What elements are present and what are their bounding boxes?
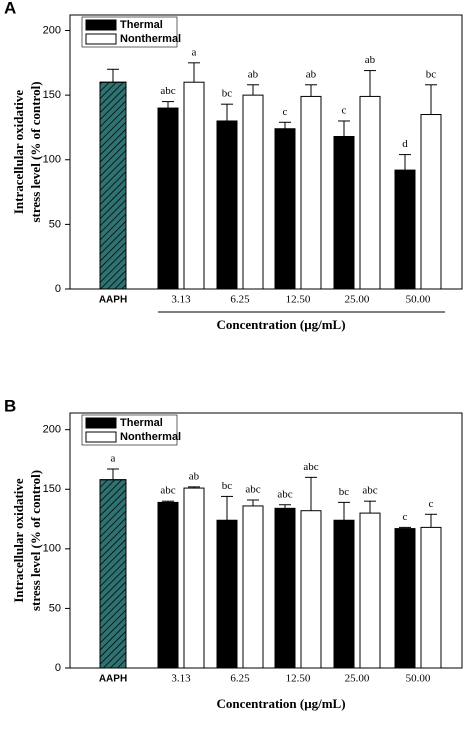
control-bar-hatch: [99, 479, 127, 669]
legend-swatch: [85, 431, 117, 443]
bar: [183, 487, 205, 669]
y-axis-label: Intracellular oxidative: [11, 90, 26, 215]
legend-swatch: [85, 417, 117, 429]
y-tick-label: 100: [43, 543, 61, 555]
legend-label: Nonthermal: [120, 431, 181, 443]
bar: [420, 526, 442, 669]
significance-letter: bc: [426, 68, 437, 80]
significance-letter: a: [192, 46, 197, 58]
significance-letter: ab: [248, 68, 259, 80]
y-tick-label: 150: [43, 483, 61, 495]
y-tick-label: 0: [55, 662, 61, 674]
y-tick-label: 200: [43, 24, 61, 36]
bar: [216, 519, 238, 669]
significance-letter: abc: [160, 85, 175, 97]
bar: [300, 95, 322, 290]
significance-letter: abc: [245, 484, 260, 496]
bar: [300, 510, 322, 669]
bar: [359, 95, 381, 290]
significance-letter: bc: [222, 480, 233, 492]
x-axis-label: Concentration (μg/mL): [216, 696, 345, 711]
plot-frame: [69, 14, 463, 290]
significance-letter: c: [403, 511, 408, 523]
x-tick-label: AAPH: [99, 674, 127, 685]
bar: [242, 505, 264, 669]
panel-label: A: [4, 0, 16, 17]
x-tick-label: 3.13: [171, 673, 191, 685]
x-tick-label: 25.00: [345, 294, 370, 306]
significance-letter: ab: [365, 54, 376, 66]
bar: [394, 528, 416, 669]
x-tick-label: 25.00: [345, 673, 370, 685]
y-tick-label: 150: [43, 89, 61, 101]
bar: [394, 169, 416, 290]
control-bar-hatch: [99, 81, 127, 290]
y-axis-label: stress level (% of control): [28, 470, 43, 611]
x-tick-label: 6.25: [230, 673, 250, 685]
legend-swatch: [85, 33, 117, 45]
bar: [359, 512, 381, 669]
significance-letter: c: [429, 498, 434, 510]
bar: [157, 107, 179, 290]
y-axis-label: Intracellular oxidative: [11, 478, 26, 603]
y-axis-label: stress level (% of control): [28, 81, 43, 222]
x-tick-label: 50.00: [406, 294, 431, 306]
legend-label: Thermal: [120, 19, 163, 31]
y-tick-label: 100: [43, 154, 61, 166]
y-tick-label: 0: [55, 283, 61, 295]
x-axis-label: Concentration (μg/mL): [216, 317, 345, 332]
significance-letter: c: [283, 106, 288, 118]
legend-box: [81, 16, 178, 48]
bar: [242, 94, 264, 290]
legend-swatch: [85, 19, 117, 31]
significance-letter: abc: [303, 461, 318, 473]
significance-letter: c: [342, 105, 347, 117]
significance-letter: abc: [160, 485, 175, 497]
legend-label: Thermal: [120, 417, 163, 429]
panel-label: B: [4, 396, 16, 415]
bar: [333, 519, 355, 669]
legend-label: Nonthermal: [120, 33, 181, 45]
x-tick-label: 3.13: [171, 294, 191, 306]
significance-letter: abc: [362, 485, 377, 497]
significance-letter: bc: [339, 486, 350, 498]
significance-letter: d: [402, 138, 408, 150]
y-tick-label: 50: [49, 218, 61, 230]
x-tick-label: 12.50: [286, 294, 311, 306]
x-tick-label: 50.00: [406, 673, 431, 685]
y-tick-label: 50: [49, 602, 61, 614]
significance-letter: abc: [277, 488, 292, 500]
bar: [183, 81, 205, 290]
legend-box: [81, 414, 178, 446]
bar: [274, 507, 296, 669]
x-tick-label: AAPH: [99, 295, 127, 306]
significance-letter: bc: [222, 88, 233, 100]
significance-letter: ab: [189, 470, 200, 482]
x-tick-label: 12.50: [286, 673, 311, 685]
significance-letter: ab: [306, 68, 317, 80]
y-tick-label: 200: [43, 424, 61, 436]
bar: [333, 135, 355, 290]
bar: [274, 128, 296, 290]
significance-letter: a: [111, 453, 116, 465]
plot-frame: [69, 412, 463, 669]
bar: [420, 114, 442, 290]
x-tick-label: 6.25: [230, 294, 250, 306]
bar: [157, 501, 179, 669]
bar: [216, 120, 238, 290]
